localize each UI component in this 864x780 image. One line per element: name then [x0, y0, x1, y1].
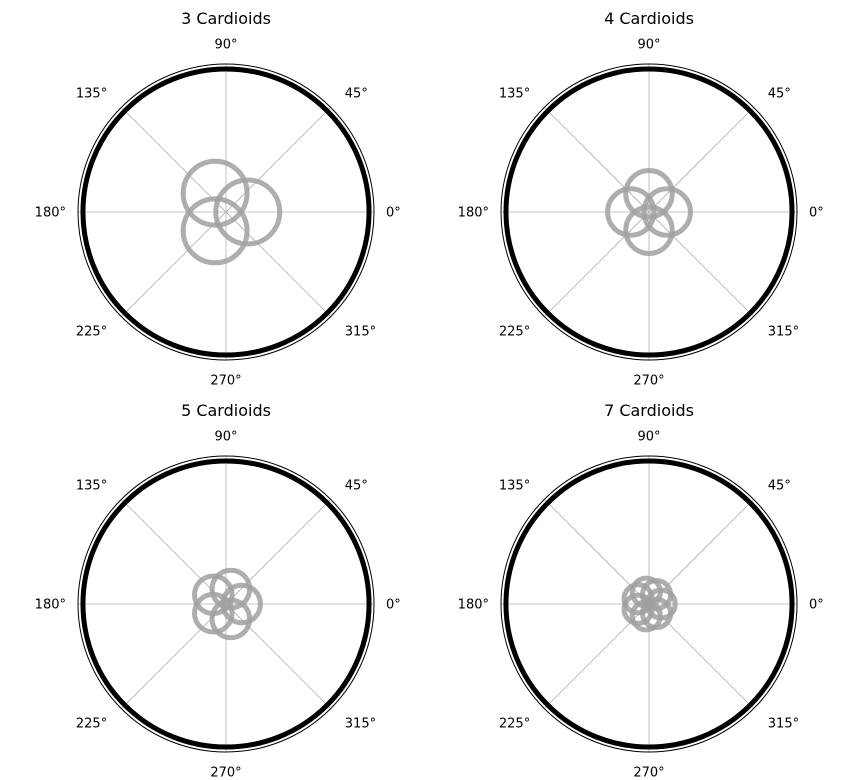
angle-tick-180: 180°: [35, 598, 66, 613]
polar-grid: [78, 64, 374, 360]
polar-frame: [500, 455, 798, 753]
angle-tick-labels: 0° 45° 90° 135° 180° 225° 270° 315°: [35, 38, 401, 389]
angle-tick-315: 315°: [768, 324, 799, 339]
angle-tick-315: 315°: [768, 716, 799, 731]
angle-tick-90: 90°: [214, 38, 237, 53]
cardioid-curve-5: [621, 592, 655, 626]
polar-panel-3-cardioids: 3 Cardioids 0° 45° 90° 135° 180° 225° 27…: [35, 9, 401, 389]
angle-tick-225: 225°: [499, 324, 530, 339]
cardioid-curve-2: [180, 158, 250, 228]
polar-panel-5-cardioids: 5 Cardioids 0° 45° 90° 135° 180° 225° 27…: [35, 401, 401, 780]
outer-ring-curve: [503, 458, 795, 750]
grid-spoke-135: [544, 107, 754, 317]
angle-tick-90: 90°: [637, 430, 660, 445]
cardioid-curve-4: [623, 204, 675, 256]
panel-title: 4 Cardioids: [604, 9, 694, 28]
panel-title: 7 Cardioids: [604, 401, 694, 420]
cardioid-curves: [605, 168, 693, 256]
angle-tick-labels: 0° 45° 90° 135° 180° 225° 270° 315°: [35, 430, 401, 780]
angle-tick-270: 270°: [633, 374, 664, 389]
angle-tick-45: 45°: [345, 87, 368, 102]
outer-ring-curve: [80, 66, 372, 358]
angle-tick-0: 0°: [386, 206, 401, 221]
angle-tick-270: 270°: [210, 766, 241, 780]
angle-tick-270: 270°: [633, 766, 664, 780]
angle-tick-0: 0°: [809, 598, 824, 613]
cardioid-curve-3: [605, 186, 657, 238]
outer-ring-curve: [80, 458, 372, 750]
cardioid-curve-3: [180, 196, 250, 266]
polar-frame: [500, 63, 798, 361]
cardioid-curves: [192, 567, 263, 641]
angle-tick-0: 0°: [809, 206, 824, 221]
cardioid-curve-5: [209, 597, 253, 641]
angle-tick-135: 135°: [499, 479, 530, 494]
polar-frame: [77, 63, 375, 361]
polar-grid: [501, 64, 797, 360]
polar-panel-7-cardioids: 7 Cardioids 0° 45° 90° 135° 180° 225° 27…: [458, 401, 824, 780]
cardioid-curves: [180, 158, 283, 266]
polar-frame: [77, 455, 375, 753]
angle-tick-270: 270°: [210, 374, 241, 389]
angle-tick-180: 180°: [458, 598, 489, 613]
angle-tick-225: 225°: [499, 716, 530, 731]
polar-frame-circle: [500, 63, 798, 361]
outer-ring-curve: [503, 66, 795, 358]
angle-tick-135: 135°: [76, 479, 107, 494]
grid-spoke-135: [121, 107, 331, 317]
polar-panel-4-cardioids: 4 Cardioids 0° 45° 90° 135° 180° 225° 27…: [458, 9, 824, 389]
angle-tick-90: 90°: [637, 38, 660, 53]
angle-tick-315: 315°: [345, 324, 376, 339]
polar-frame-circle: [500, 455, 798, 753]
panel-title: 3 Cardioids: [181, 9, 271, 28]
angle-tick-labels: 0° 45° 90° 135° 180° 225° 270° 315°: [458, 430, 824, 780]
cardioid-curves: [621, 575, 678, 633]
angle-tick-0: 0°: [386, 598, 401, 613]
angle-tick-45: 45°: [768, 479, 791, 494]
angle-tick-90: 90°: [214, 430, 237, 445]
angle-tick-180: 180°: [458, 206, 489, 221]
angle-tick-180: 180°: [35, 206, 66, 221]
angle-tick-135: 135°: [76, 87, 107, 102]
cardioid-curve-1: [641, 186, 693, 238]
angle-tick-45: 45°: [345, 479, 368, 494]
cardioid-curve-2: [623, 168, 675, 220]
angle-tick-labels: 0° 45° 90° 135° 180° 225° 270° 315°: [458, 38, 824, 389]
angle-tick-225: 225°: [76, 324, 107, 339]
cardioid-curve-4: [192, 591, 235, 635]
polar-grid: [78, 456, 374, 752]
polar-frame-circle: [77, 455, 375, 753]
cardioid-curve-1: [213, 177, 283, 247]
polar-frame-circle: [77, 63, 375, 361]
panel-title: 5 Cardioids: [181, 401, 271, 420]
angle-tick-45: 45°: [768, 87, 791, 102]
angle-tick-225: 225°: [76, 716, 107, 731]
grid-spoke-135: [121, 499, 331, 709]
angle-tick-315: 315°: [345, 716, 376, 731]
angle-tick-135: 135°: [499, 87, 530, 102]
cardioid-curve-7: [640, 596, 674, 631]
